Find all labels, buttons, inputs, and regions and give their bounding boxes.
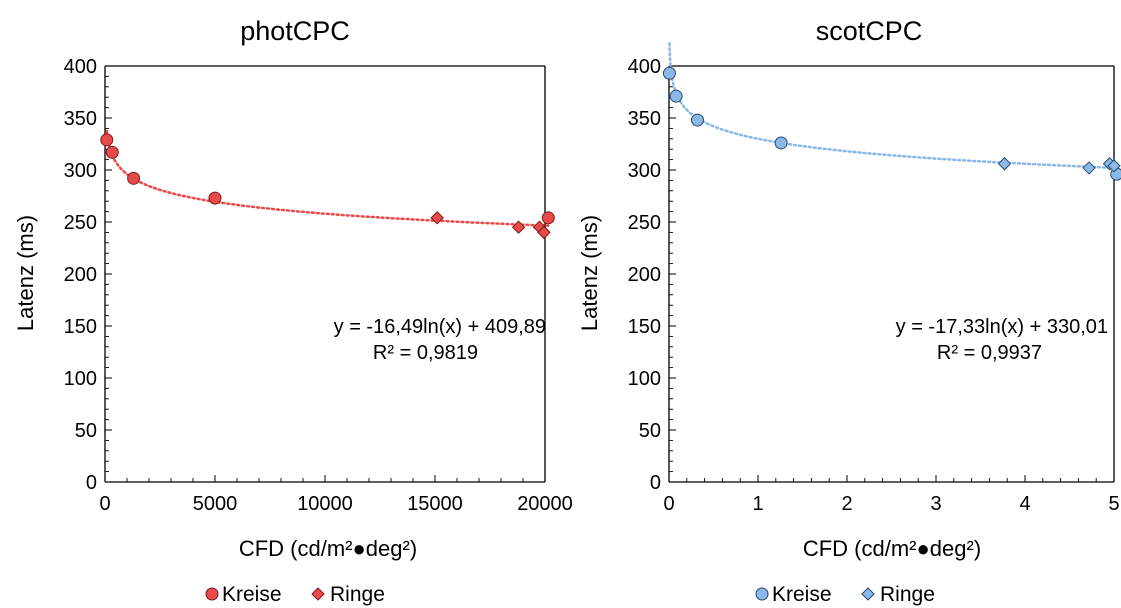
data-point-ringe	[997, 157, 1012, 171]
data-point-kreise	[208, 191, 222, 205]
data-point-ringe	[511, 220, 526, 234]
trendline-equation: y = -16,49ln(x) + 409,89	[334, 316, 546, 338]
legend-marker-ringe	[311, 587, 325, 601]
legend-label-ringe: Ringe	[330, 583, 385, 606]
y-tick-label: 250	[628, 212, 661, 234]
data-point-kreise	[100, 133, 114, 147]
trendline-r2: R² = 0,9819	[373, 342, 478, 364]
y-tick-label: 400	[64, 56, 97, 78]
chart-photcpc: photCPC Latenz (ms) CFD (cd/m²●deg²) y =…	[13, 16, 573, 606]
y-tick-label: 100	[628, 368, 661, 390]
data-point-kreise	[662, 66, 676, 80]
trendline-r2: R² = 0,9937	[937, 342, 1042, 364]
y-axis-label: Latenz (ms)	[577, 215, 602, 331]
x-tick-label: 4	[1019, 493, 1030, 515]
data-point-ringe	[537, 225, 551, 240]
x-axis-label: CFD (cd/m²●deg²)	[239, 536, 417, 561]
data-point-kreise	[690, 113, 704, 127]
y-tick-label: 300	[64, 160, 97, 182]
data-point-ringe	[1107, 159, 1121, 173]
y-tick-label: 200	[628, 264, 661, 286]
y-tick-label: 400	[628, 56, 661, 78]
x-axis-label: CFD (cd/m²●deg²)	[803, 536, 981, 561]
legend-marker-kreise	[205, 587, 219, 601]
x-tick-label: 1	[752, 493, 763, 515]
data-point-kreise	[105, 145, 119, 159]
y-axis-label: Latenz (ms)	[13, 215, 38, 331]
y-tick-label: 50	[639, 420, 661, 442]
data-point-ringe	[1082, 161, 1096, 175]
x-tick-label: 5	[1108, 493, 1119, 515]
x-tick-label: 0	[99, 493, 110, 515]
x-tick-label: 2	[841, 493, 852, 515]
data-point-kreise	[669, 89, 683, 103]
data-point-kreise	[774, 136, 788, 150]
x-tick-label: 20000	[517, 493, 573, 515]
y-tick-label: 200	[64, 264, 97, 286]
x-tick-label: 10000	[297, 493, 353, 515]
legend-label-ringe: Ringe	[880, 583, 935, 606]
x-tick-label: 3	[930, 493, 941, 515]
y-tick-label: 350	[628, 108, 661, 130]
y-tick-label: 100	[64, 368, 97, 390]
data-point-kreise	[541, 211, 555, 225]
x-tick-label: 0	[663, 493, 674, 515]
legend-label-kreise: Kreise	[222, 583, 282, 606]
trendline	[668, 42, 1118, 170]
y-tick-label: 50	[75, 420, 97, 442]
y-tick-label: 0	[86, 472, 97, 494]
y-tick-label: 0	[650, 472, 661, 494]
trendline-equation: y = -17,33ln(x) + 330,01	[896, 316, 1108, 338]
y-tick-label: 150	[628, 316, 661, 338]
trendline	[105, 129, 550, 227]
legend: Kreise Ringe	[205, 583, 385, 606]
y-tick-label: 150	[64, 316, 97, 338]
legend-marker-ringe	[861, 587, 875, 601]
chart-title: scotCPC	[816, 16, 923, 46]
data-point-ringe	[430, 211, 444, 225]
legend: Kreise Ringe	[755, 583, 935, 606]
x-tick-label: 15000	[407, 493, 463, 515]
data-point-kreise	[127, 171, 141, 185]
y-tick-label: 300	[628, 160, 661, 182]
y-tick-label: 350	[64, 108, 97, 130]
y-tick-label: 250	[64, 212, 97, 234]
chart-scotcpc: scotCPC Latenz (ms) CFD (cd/m²●deg²) y =…	[577, 16, 1121, 606]
x-tick-label: 5000	[193, 493, 238, 515]
legend-marker-kreise	[755, 587, 769, 601]
legend-label-kreise: Kreise	[772, 583, 832, 606]
chart-title: photCPC	[240, 16, 350, 46]
